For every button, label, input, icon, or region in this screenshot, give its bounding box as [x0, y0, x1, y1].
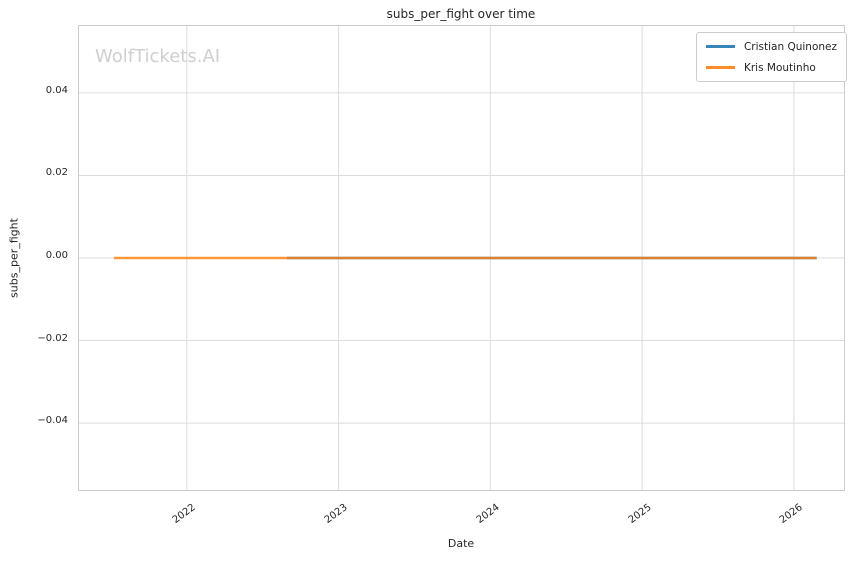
y-tick-label: −0.02 — [37, 332, 68, 344]
x-axis-label: Date — [447, 537, 475, 550]
legend-label: Kris Moutinho — [743, 61, 816, 74]
y-tick-label: 0.02 — [45, 167, 68, 179]
x-tick-label: 2022 — [170, 502, 198, 526]
plot-area — [78, 25, 845, 491]
x-tick-label: 2024 — [474, 502, 502, 526]
legend-label: Cristian Quinonez — [743, 40, 837, 53]
legend-item: Cristian Quinonez — [705, 39, 837, 54]
plot-svg — [79, 26, 844, 490]
x-tick-label: 2026 — [778, 502, 806, 526]
y-tick-label: 0.04 — [45, 84, 68, 96]
legend: Cristian Quinonez Kris Moutinho — [695, 32, 847, 82]
y-axis-label: subs_per_fight — [7, 218, 21, 298]
legend-line-swatch — [705, 45, 735, 48]
x-tick-label: 2023 — [322, 502, 350, 526]
x-tick-label: 2025 — [626, 502, 654, 526]
y-tick-label: −0.04 — [37, 415, 68, 427]
y-tick-label: 0.00 — [45, 250, 68, 261]
chart-title: subs_per_fight over time — [386, 7, 536, 21]
legend-line-swatch — [705, 66, 735, 69]
legend-item: Kris Moutinho — [705, 60, 837, 75]
